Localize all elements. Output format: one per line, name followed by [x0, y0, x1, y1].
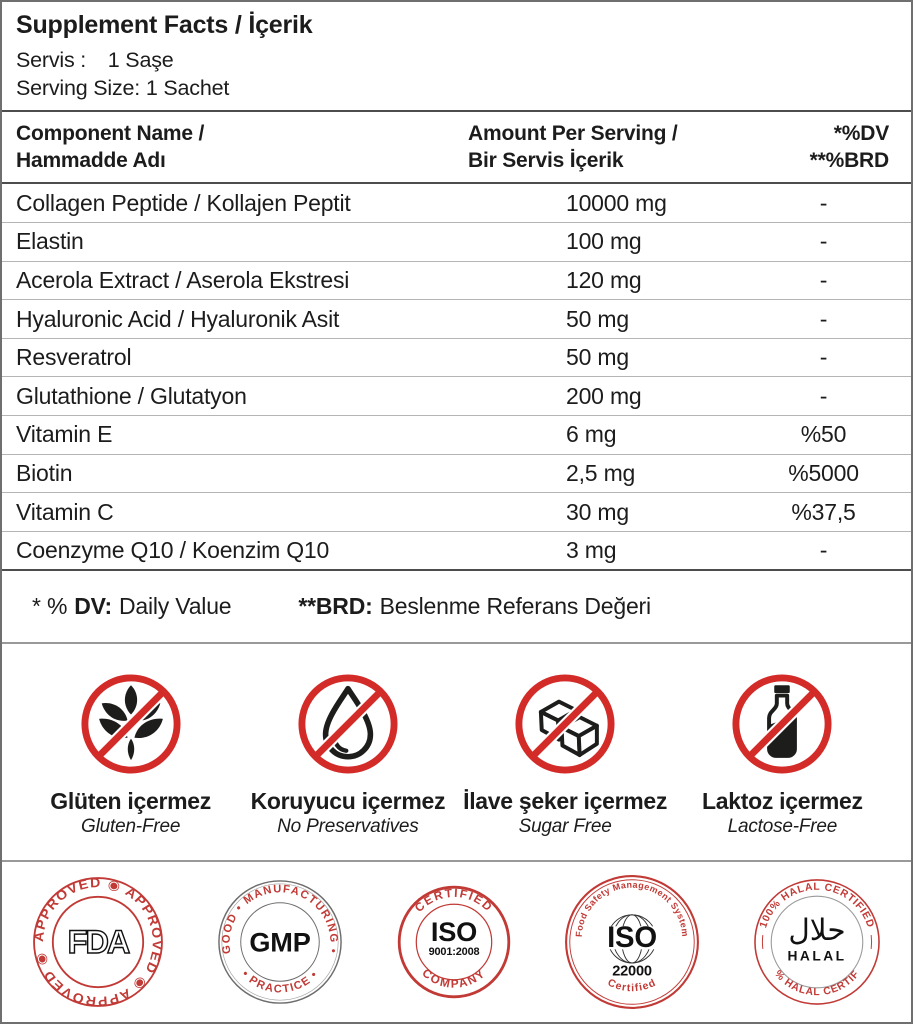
no-preservatives-item: Koruyucu içermez No Preservatives — [239, 668, 456, 860]
gluten-free-item: Glüten içermez Gluten-Free — [22, 668, 239, 860]
svg-text:FDA: FDA — [68, 924, 130, 960]
serving-label-en: Serving Size: — [16, 75, 141, 100]
serving-value-en: 1 Sachet — [145, 75, 230, 100]
icon-title: Laktoz içermez — [702, 788, 863, 815]
component-name: Hyaluronic Acid / Hyaluronik Asit — [16, 305, 340, 332]
component-name: Glutathione / Glutatyon — [16, 382, 247, 409]
amount-value: 6 mg — [566, 421, 617, 448]
amount-value: 200 mg — [566, 382, 642, 409]
dv-value: - — [819, 228, 828, 255]
component-name: Biotin — [16, 459, 73, 486]
table-row: Acerola Extract / Aserola Ekstresi 120 m… — [2, 260, 911, 300]
halal-badge: 100% HALAL CERTIFIED 100% HALAL CERTIFIE… — [753, 878, 880, 1006]
free-from-icons: Glüten içermez Gluten-Free Koruyucu içer… — [2, 644, 911, 863]
dv-value: - — [819, 537, 828, 564]
dv-value: %5000 — [788, 459, 859, 486]
lactose-free-item: Laktoz içermez Lactose-Free — [674, 668, 891, 860]
component-name: Coenzyme Q10 / Koenzim Q10 — [16, 537, 330, 564]
icon-subtitle: Lactose-Free — [727, 816, 838, 838]
no-preservatives-icon — [298, 674, 398, 774]
amount-value: 100 mg — [566, 228, 642, 255]
amount-value: 50 mg — [566, 344, 629, 371]
component-name: Acerola Extract / Aserola Ekstresi — [16, 266, 350, 293]
icon-subtitle: No Preservatives — [277, 816, 419, 838]
dv-value: %37,5 — [791, 498, 856, 525]
svg-text:ISO: ISO — [430, 916, 476, 947]
table-row: Vitamin E 6 mg %50 — [2, 415, 911, 454]
dv-footnote: * % DV: Daily Value — [32, 593, 232, 620]
icon-subtitle: Sugar Free — [518, 816, 612, 838]
component-name: Vitamin C — [16, 498, 114, 525]
svg-text:حلال: حلال — [788, 913, 845, 947]
dv-value: - — [819, 382, 828, 409]
amount-value: 3 mg — [566, 537, 617, 564]
no-sugar-icon — [515, 674, 615, 774]
component-name: Collagen Peptide / Kollajen Peptit — [16, 189, 351, 216]
amount-value: 2,5 mg — [566, 459, 636, 486]
serving-row: Serving Size: 1 Sachet — [16, 75, 897, 103]
table-row: Vitamin C 30 mg %37,5 — [2, 492, 911, 531]
table-row: Resveratrol 50 mg - — [2, 337, 911, 377]
svg-text:HALAL: HALAL — [788, 949, 847, 964]
iso-9001-badge: CERTIFIED COMPANY ISO 9001:2008 — [397, 885, 510, 999]
amount-value: 120 mg — [566, 266, 642, 293]
amount-value: 50 mg — [566, 305, 629, 332]
table-header: Component Name / Hammadde Adı Amount Per… — [2, 112, 911, 185]
serving-value-tr: 1 Saşe — [107, 48, 174, 72]
svg-text:Certified: Certified — [605, 978, 658, 995]
no-gluten-icon — [81, 674, 181, 774]
certification-badges: APPROVED ◉ APPROVED ◉ APPROVED ◉ FDA GOO… — [2, 862, 911, 1022]
component-name: Resveratrol — [16, 344, 132, 371]
dv-value: - — [819, 266, 828, 293]
table-row: Elastin 100 mg - — [2, 222, 911, 261]
sugar-free-item: İlave şeker içermez Sugar Free — [457, 668, 674, 860]
page-title: Supplement Facts / İçerik — [16, 11, 313, 39]
icon-title: Glüten içermez — [50, 788, 211, 815]
column-header-amount: Amount Per Serving / Bir Servis İçerik — [468, 121, 678, 173]
icon-title: Koruyucu içermez — [250, 788, 446, 815]
dv-value: - — [819, 189, 828, 216]
table-row: Glutathione / Glutatyon 200 mg - — [2, 376, 911, 415]
dv-value: - — [819, 344, 828, 371]
label-header: Supplement Facts / İçerik Servis : 1 Saş… — [2, 2, 911, 112]
ingredient-table: Collagen Peptide / Kollajen Peptit 10000… — [2, 184, 911, 572]
amount-value: 30 mg — [566, 498, 629, 525]
iso-22000-badge: ISO 22000 Food Safety Management System … — [564, 875, 699, 1010]
dv-value: %50 — [800, 421, 847, 448]
svg-text:GMP: GMP — [250, 927, 311, 958]
icon-subtitle: Gluten-Free — [81, 816, 181, 838]
table-row: Hyaluronic Acid / Hyaluronik Asit 50 mg … — [2, 299, 911, 338]
table-row: Biotin 2,5 mg %5000 — [2, 453, 911, 493]
svg-text:ISO: ISO — [607, 921, 657, 954]
svg-text:9001:2008: 9001:2008 — [428, 946, 479, 958]
component-name: Vitamin E — [16, 421, 113, 448]
amount-value: 10000 mg — [566, 189, 667, 216]
serving-row: Servis : 1 Saşe — [16, 47, 897, 75]
footnote: * % DV: Daily Value **BRD: Beslenme Referan… — [2, 571, 911, 645]
dv-value: - — [819, 305, 828, 332]
table-row: Collagen Peptide / Kollajen Peptit 10000… — [2, 184, 911, 222]
column-header-dv: *%DV **%BRD — [809, 121, 890, 173]
table-row: Coenzyme Q10 / Koenzim Q10 3 mg - — [2, 530, 911, 570]
no-lactose-icon — [732, 674, 832, 774]
brd-footnote: **BRD: Beslenme Referans Değeri — [298, 593, 651, 620]
fda-approved-badge: APPROVED ◉ APPROVED ◉ APPROVED ◉ FDA — [32, 876, 164, 1008]
component-name: Elastin — [16, 228, 84, 255]
icon-title: İlave şeker içermez — [463, 788, 668, 815]
serving-label-tr: Servis : — [16, 48, 87, 72]
svg-text:22000: 22000 — [612, 964, 652, 980]
gmp-badge: GOOD • MANUFACTURING • • PRACTICE • GMP — [218, 880, 343, 1004]
column-header-component: Component Name / Hammadde Adı — [16, 121, 205, 173]
